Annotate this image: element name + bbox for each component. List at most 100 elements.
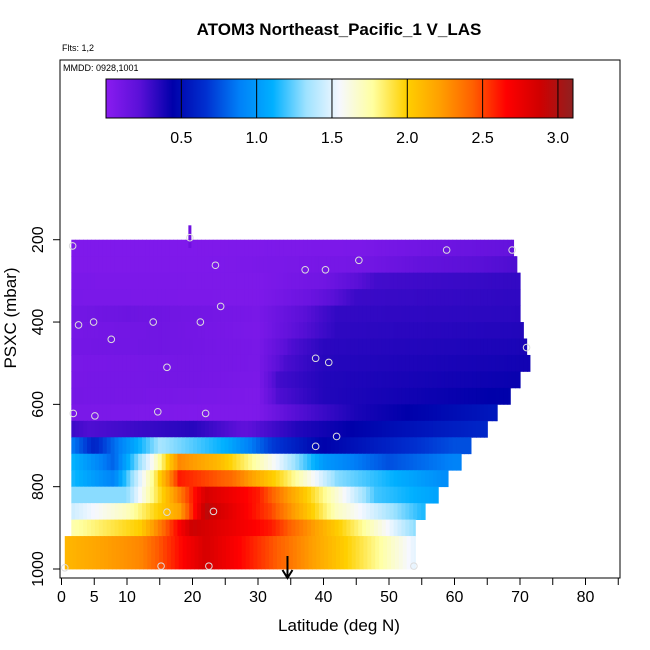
heatmap-cell	[358, 256, 363, 274]
heatmap-cell	[169, 354, 175, 372]
heatmap-cell	[409, 371, 414, 389]
heatmap-cell	[358, 305, 363, 323]
heatmap-cell	[311, 404, 316, 422]
heatmap-cell	[330, 453, 336, 471]
heatmap-cell	[224, 256, 230, 274]
heatmap-cell	[216, 239, 222, 257]
heatmap-cell	[106, 256, 112, 274]
heatmap-cell	[291, 239, 296, 257]
heatmap-cell	[279, 519, 285, 537]
heatmap-cell	[295, 453, 300, 471]
heatmap-cell	[216, 486, 222, 504]
heatmap-cell	[220, 305, 226, 323]
heatmap-cell	[118, 239, 124, 257]
heatmap-cell	[491, 239, 497, 257]
heatmap-cell	[358, 519, 363, 537]
heatmap-cell	[464, 322, 469, 339]
heatmap-cell	[468, 387, 473, 405]
heatmap-cell	[220, 470, 226, 488]
observation-marker	[68, 242, 77, 250]
heatmap-cell	[114, 486, 120, 504]
heatmap-cell	[483, 322, 489, 339]
heatmap-cell	[90, 272, 96, 290]
observation-marker	[311, 442, 320, 451]
heatmap-cell	[432, 371, 438, 389]
heatmap-cell	[87, 338, 92, 356]
heatmap-cell	[452, 289, 458, 306]
heatmap-cell	[381, 503, 387, 520]
heatmap-cell	[295, 239, 300, 257]
heatmap-cell	[79, 470, 84, 488]
heatmap-cell	[232, 256, 237, 274]
heatmap-cell	[142, 272, 147, 290]
heatmap-cell	[204, 470, 210, 488]
heatmap-cell	[75, 354, 80, 372]
heatmap-cell	[204, 387, 210, 405]
heatmap-cell	[483, 239, 489, 257]
heatmap-cell	[153, 453, 159, 471]
heatmap-cell	[440, 272, 446, 290]
heatmap-cell	[393, 387, 399, 405]
heatmap-cell	[311, 387, 316, 405]
heatmap-cell	[224, 239, 230, 257]
heatmap-cell	[389, 239, 395, 257]
heatmap-cell	[110, 322, 116, 339]
heatmap-cell	[267, 404, 273, 422]
heatmap-cell	[338, 305, 344, 323]
heatmap-cell	[436, 453, 442, 471]
heatmap-cell	[425, 338, 430, 356]
heatmap-cell	[322, 486, 328, 504]
heatmap-cell	[177, 338, 182, 356]
heatmap-cell	[232, 338, 237, 356]
heatmap-cell	[83, 338, 88, 356]
heatmap-cell	[189, 404, 194, 422]
x-tick-label: 5	[90, 589, 99, 606]
heatmap-cell	[232, 387, 237, 405]
heatmap-cell	[389, 486, 395, 504]
heatmap-cell	[173, 239, 179, 257]
heatmap-cell	[142, 453, 147, 471]
heatmap-cell	[106, 420, 112, 438]
heatmap-cell	[79, 519, 84, 537]
observation-marker	[211, 261, 220, 270]
heatmap-cell	[90, 305, 96, 323]
heatmap-cell	[126, 470, 131, 488]
heatmap-cell	[232, 470, 237, 488]
heatmap-cell	[134, 470, 139, 488]
heatmap-cell	[448, 437, 454, 455]
heatmap-cell	[208, 322, 214, 339]
heatmap-cell	[491, 371, 497, 389]
heatmap-cell	[130, 289, 135, 306]
heatmap-cell	[130, 404, 135, 422]
heatmap-cell	[244, 387, 249, 405]
heatmap-cell	[75, 322, 80, 339]
heatmap-cell	[452, 420, 458, 438]
heatmap-cell	[145, 503, 151, 520]
heatmap-cell	[134, 371, 139, 389]
heatmap-cell	[87, 322, 92, 339]
heatmap-cell	[169, 322, 175, 339]
heatmap-cell	[71, 354, 76, 372]
heatmap-cell	[491, 338, 497, 356]
heatmap-cell	[444, 322, 450, 339]
observation-marker	[442, 246, 451, 254]
heatmap-cell	[405, 387, 410, 405]
heatmap-cell	[229, 536, 235, 570]
heatmap-cell	[208, 470, 214, 488]
colorbar-tick-label: 3.0	[547, 130, 569, 147]
heatmap-cell	[472, 256, 477, 274]
heatmap-cell	[326, 289, 332, 306]
heatmap-cell	[291, 486, 296, 504]
heatmap-cell	[283, 387, 289, 405]
heatmap-cell	[244, 404, 249, 422]
heatmap-cell	[201, 338, 206, 356]
heatmap-cell	[362, 404, 367, 422]
heatmap-cell	[149, 322, 155, 339]
heatmap-cell	[370, 272, 375, 290]
heatmap-cell	[153, 272, 159, 290]
heatmap-cell	[75, 420, 80, 438]
heatmap-cell	[94, 437, 100, 455]
heatmap-cell	[157, 305, 163, 323]
heatmap-cell	[265, 536, 270, 570]
heatmap-cell	[468, 354, 473, 372]
